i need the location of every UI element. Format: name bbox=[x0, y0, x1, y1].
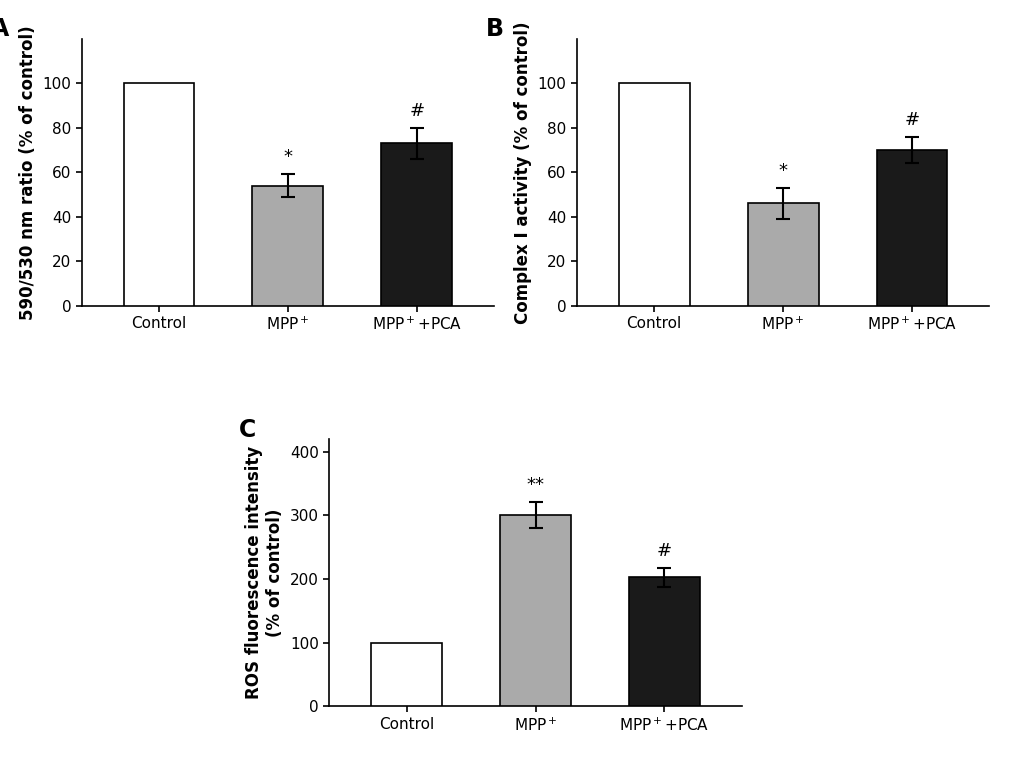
Bar bbox=[499, 514, 571, 706]
Text: *: * bbox=[777, 162, 787, 180]
Text: #: # bbox=[656, 542, 672, 559]
Y-axis label: Complex I activity (% of control): Complex I activity (% of control) bbox=[514, 21, 531, 324]
Text: *: * bbox=[283, 148, 292, 167]
Y-axis label: 590/530 nm ratio (% of control): 590/530 nm ratio (% of control) bbox=[18, 25, 37, 320]
Bar bbox=[875, 150, 947, 306]
Text: C: C bbox=[238, 417, 256, 442]
Bar bbox=[381, 144, 451, 306]
Text: #: # bbox=[409, 102, 424, 120]
Bar bbox=[619, 83, 689, 306]
Bar bbox=[629, 577, 699, 706]
Text: A: A bbox=[0, 17, 9, 41]
Text: B: B bbox=[485, 17, 503, 41]
Text: **: ** bbox=[526, 476, 544, 494]
Y-axis label: ROS fluorescence intensity
(% of control): ROS fluorescence intensity (% of control… bbox=[246, 446, 284, 699]
Bar bbox=[253, 185, 323, 306]
Bar bbox=[371, 643, 441, 706]
Bar bbox=[123, 83, 195, 306]
Bar bbox=[747, 203, 817, 306]
Text: #: # bbox=[904, 111, 919, 129]
